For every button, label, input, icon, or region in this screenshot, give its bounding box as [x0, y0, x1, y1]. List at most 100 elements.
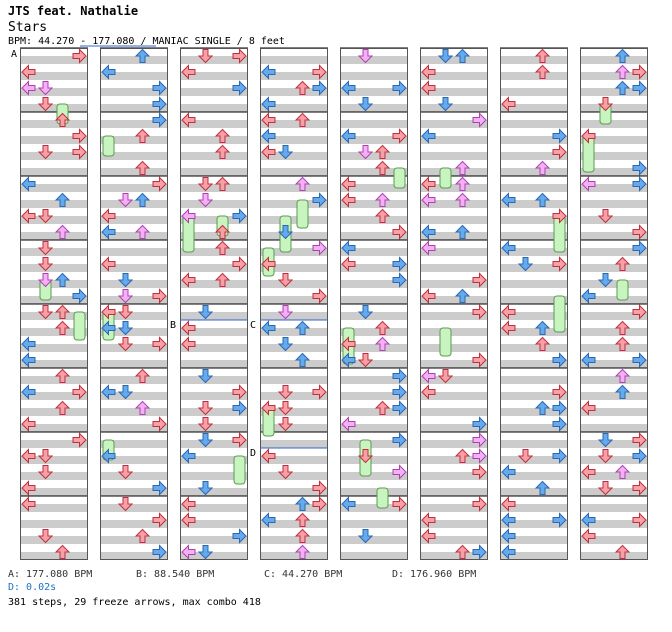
step-arrow-right: [152, 512, 167, 528]
step-arrow-left: [581, 512, 596, 528]
step-arrow-right: [632, 176, 647, 192]
bpm-marker-d: D: [250, 448, 256, 459]
step-arrow-right: [312, 384, 327, 400]
step-arrow-left: [101, 256, 116, 272]
beat-stripe: [500, 376, 568, 384]
beat-stripe: [580, 136, 648, 144]
beat-stripe: [500, 168, 568, 176]
beat-stripe: [500, 520, 568, 528]
beat-stripe: [180, 232, 248, 240]
step-arrow-down: [597, 97, 614, 112]
beat-stripe: [260, 248, 328, 256]
beat-stripe: [580, 216, 648, 224]
step-arrow-left: [501, 528, 516, 544]
step-arrow-left: [101, 208, 116, 224]
beat-stripe: [100, 184, 168, 192]
step-arrow-right: [392, 400, 407, 416]
beat-stripe: [260, 472, 328, 480]
beat-stripe: [260, 232, 328, 240]
step-arrow-up: [454, 448, 471, 463]
beat-stripe: [420, 328, 488, 336]
chart-info: BPM: 44.270 - 177.080 / MANIAC SINGLE / …: [8, 36, 285, 47]
step-arrow-left: [261, 400, 276, 416]
step-arrow-up: [134, 48, 151, 63]
step-arrow-right: [472, 464, 487, 480]
beat-stripe: [20, 232, 88, 240]
beat-stripe: [260, 184, 328, 192]
beat-stripe: [180, 72, 248, 80]
beat-stripe: [500, 184, 568, 192]
step-arrow-right: [392, 272, 407, 288]
step-arrow-up: [454, 544, 471, 559]
step-arrow-up: [374, 144, 391, 159]
song-subtitle: Stars: [8, 20, 48, 35]
beat-stripe: [340, 152, 408, 160]
step-arrow-down: [37, 81, 54, 96]
step-arrow-down: [197, 417, 214, 432]
beat-stripe: [340, 56, 408, 64]
step-arrow-right: [72, 144, 87, 160]
step-arrow-right: [632, 224, 647, 240]
beat-stripe: [420, 72, 488, 80]
step-arrow-up: [614, 384, 631, 399]
step-arrow-down: [197, 177, 214, 192]
beat-stripe: [20, 552, 88, 560]
step-arrow-down: [117, 305, 134, 320]
column-border: [100, 48, 168, 560]
step-arrow-down: [117, 497, 134, 512]
legend-bpm-c: C: 44.270 BPM: [264, 569, 343, 580]
freeze-arrow: [616, 279, 629, 301]
step-arrow-down: [37, 529, 54, 544]
beat-stripe: [180, 216, 248, 224]
step-arrow-left: [341, 128, 356, 144]
beat-stripe: [500, 552, 568, 560]
step-arrow-down: [277, 465, 294, 480]
step-arrow-left: [421, 368, 436, 384]
step-arrow-left: [581, 288, 596, 304]
step-arrow-right: [552, 512, 567, 528]
bpm-marker-a: A: [11, 49, 17, 60]
step-arrow-down: [37, 273, 54, 288]
beat-stripe: [100, 88, 168, 96]
step-arrow-right: [152, 176, 167, 192]
step-arrow-up: [454, 48, 471, 63]
beat-stripe: [500, 424, 568, 432]
step-arrow-left: [581, 176, 596, 192]
beat-stripe: [420, 408, 488, 416]
step-arrow-up: [54, 320, 71, 335]
beat-stripe: [180, 280, 248, 288]
step-arrow-right: [472, 544, 487, 560]
beat-stripe: [20, 312, 88, 320]
step-arrow-right: [312, 64, 327, 80]
beat-stripe: [100, 232, 168, 240]
beat-stripe: [180, 136, 248, 144]
step-arrow-up: [294, 176, 311, 191]
step-arrow-left: [101, 64, 116, 80]
beat-stripe: [500, 344, 568, 352]
beat-stripe: [500, 360, 568, 368]
step-arrow-right: [152, 480, 167, 496]
beat-stripe: [420, 536, 488, 544]
step-arrow-right: [392, 256, 407, 272]
beat-stripe: [100, 248, 168, 256]
beat-stripe: [580, 184, 648, 192]
beat-stripe: [580, 344, 648, 352]
step-arrow-right: [632, 352, 647, 368]
beat-stripe: [340, 536, 408, 544]
step-arrow-up: [614, 368, 631, 383]
beat-stripe: [340, 328, 408, 336]
step-arrow-right: [392, 224, 407, 240]
beat-stripe: [420, 424, 488, 432]
step-arrow-down: [197, 433, 214, 448]
step-arrow-down: [277, 225, 294, 240]
step-arrow-right: [632, 512, 647, 528]
step-arrow-left: [261, 512, 276, 528]
beat-stripe: [20, 216, 88, 224]
column-border: [420, 48, 488, 560]
chart-column-8: [580, 47, 648, 560]
beat-stripe: [180, 168, 248, 176]
step-arrow-down: [357, 97, 374, 112]
beat-stripe: [100, 440, 168, 448]
beat-stripe: [420, 88, 488, 96]
beat-stripe: [580, 168, 648, 176]
